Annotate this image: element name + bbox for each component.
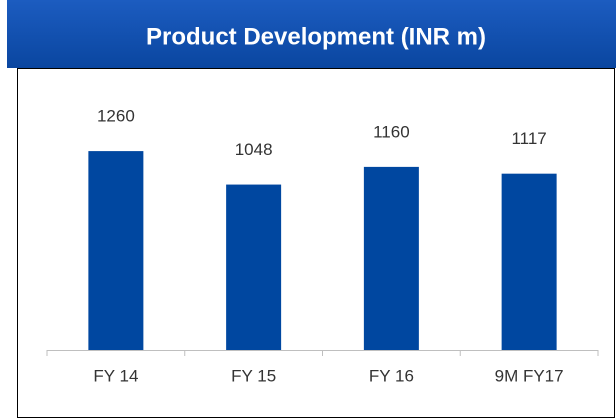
header-bar	[7, 0, 616, 68]
bar	[363, 166, 419, 350]
x-tick-label: FY 15	[231, 366, 276, 385]
bar	[501, 173, 557, 350]
x-tick-label: 9M FY17	[495, 366, 564, 385]
x-tick-label: FY 16	[369, 366, 414, 385]
data-label: 1160	[373, 122, 410, 141]
bar	[226, 184, 282, 350]
x-tick-label: FY 14	[93, 366, 138, 385]
data-label: 1260	[97, 107, 135, 126]
bar	[88, 151, 144, 350]
data-label: 1117	[511, 129, 546, 148]
chart-title: Product Development (INR m)	[146, 23, 486, 50]
data-label: 1048	[235, 140, 273, 159]
